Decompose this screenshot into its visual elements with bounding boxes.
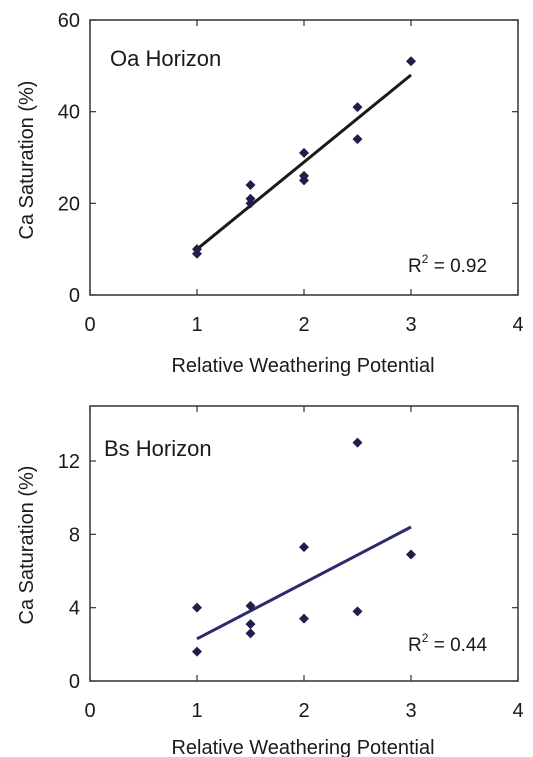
r-squared-value: = 0.44 (428, 635, 487, 656)
y-tick-label: 40 (58, 102, 80, 124)
data-point (352, 102, 363, 113)
x-tick-label: 3 (405, 314, 416, 336)
y-axis-label: Ca Saturation (%) (16, 466, 38, 625)
y-tick-label: 12 (58, 451, 80, 473)
x-tick-label: 4 (512, 314, 523, 336)
data-point (245, 600, 256, 611)
y-tick-label: 60 (58, 10, 80, 32)
data-point (352, 437, 363, 448)
r-squared-base: R (408, 256, 422, 277)
data-point (299, 175, 309, 186)
x-tick-label: 2 (298, 700, 309, 722)
data-point (406, 549, 416, 560)
x-axis-label: Relative Weathering Potential (171, 355, 434, 377)
r-squared-base: R (408, 635, 422, 656)
x-tick-label: 2 (298, 314, 309, 336)
y-tick-label: 0 (69, 285, 80, 307)
data-point (352, 606, 363, 617)
bs-horizon-panel: Bs Horizon Relative Weathering Potential… (16, 405, 524, 757)
y-tick-label: 8 (69, 524, 80, 546)
y-tick-label: 0 (69, 671, 80, 693)
data-point (192, 602, 202, 613)
r-squared-annotation: R2 = 0.44 (408, 631, 487, 656)
x-tick-label: 1 (191, 700, 202, 722)
data-point (299, 613, 309, 624)
fit-line (196, 73, 412, 251)
x-axis-label: Relative Weathering Potential (171, 737, 434, 757)
data-point (192, 248, 202, 259)
data-point (406, 56, 416, 67)
data-point (245, 619, 256, 630)
data-point (245, 180, 256, 190)
data-point (352, 134, 363, 145)
y-axis-label: Ca Saturation (%) (16, 81, 38, 240)
oa-horizon-panel: Oa Horizon Relative Weathering Potential… (16, 10, 524, 377)
r-squared-sup: 2 (422, 631, 429, 645)
panel-title: Oa Horizon (110, 46, 221, 71)
y-tick-label: 4 (69, 598, 80, 620)
panel-title: Bs Horizon (104, 436, 212, 461)
data-point (299, 542, 309, 553)
r-squared-value: = 0.92 (428, 256, 487, 277)
y-tick-label: 20 (58, 193, 80, 215)
x-tick-label: 3 (405, 700, 416, 722)
x-tick-label: 0 (84, 700, 95, 722)
data-point (299, 147, 309, 158)
x-tick-label: 1 (191, 314, 202, 336)
r-squared-annotation: R2 = 0.92 (408, 252, 487, 277)
data-point (245, 628, 256, 639)
x-tick-label: 4 (512, 700, 523, 722)
fit-line (196, 525, 412, 641)
r-squared-sup: 2 (422, 252, 429, 266)
data-point (192, 646, 202, 657)
data-point (245, 198, 256, 209)
x-tick-label: 0 (84, 314, 95, 336)
